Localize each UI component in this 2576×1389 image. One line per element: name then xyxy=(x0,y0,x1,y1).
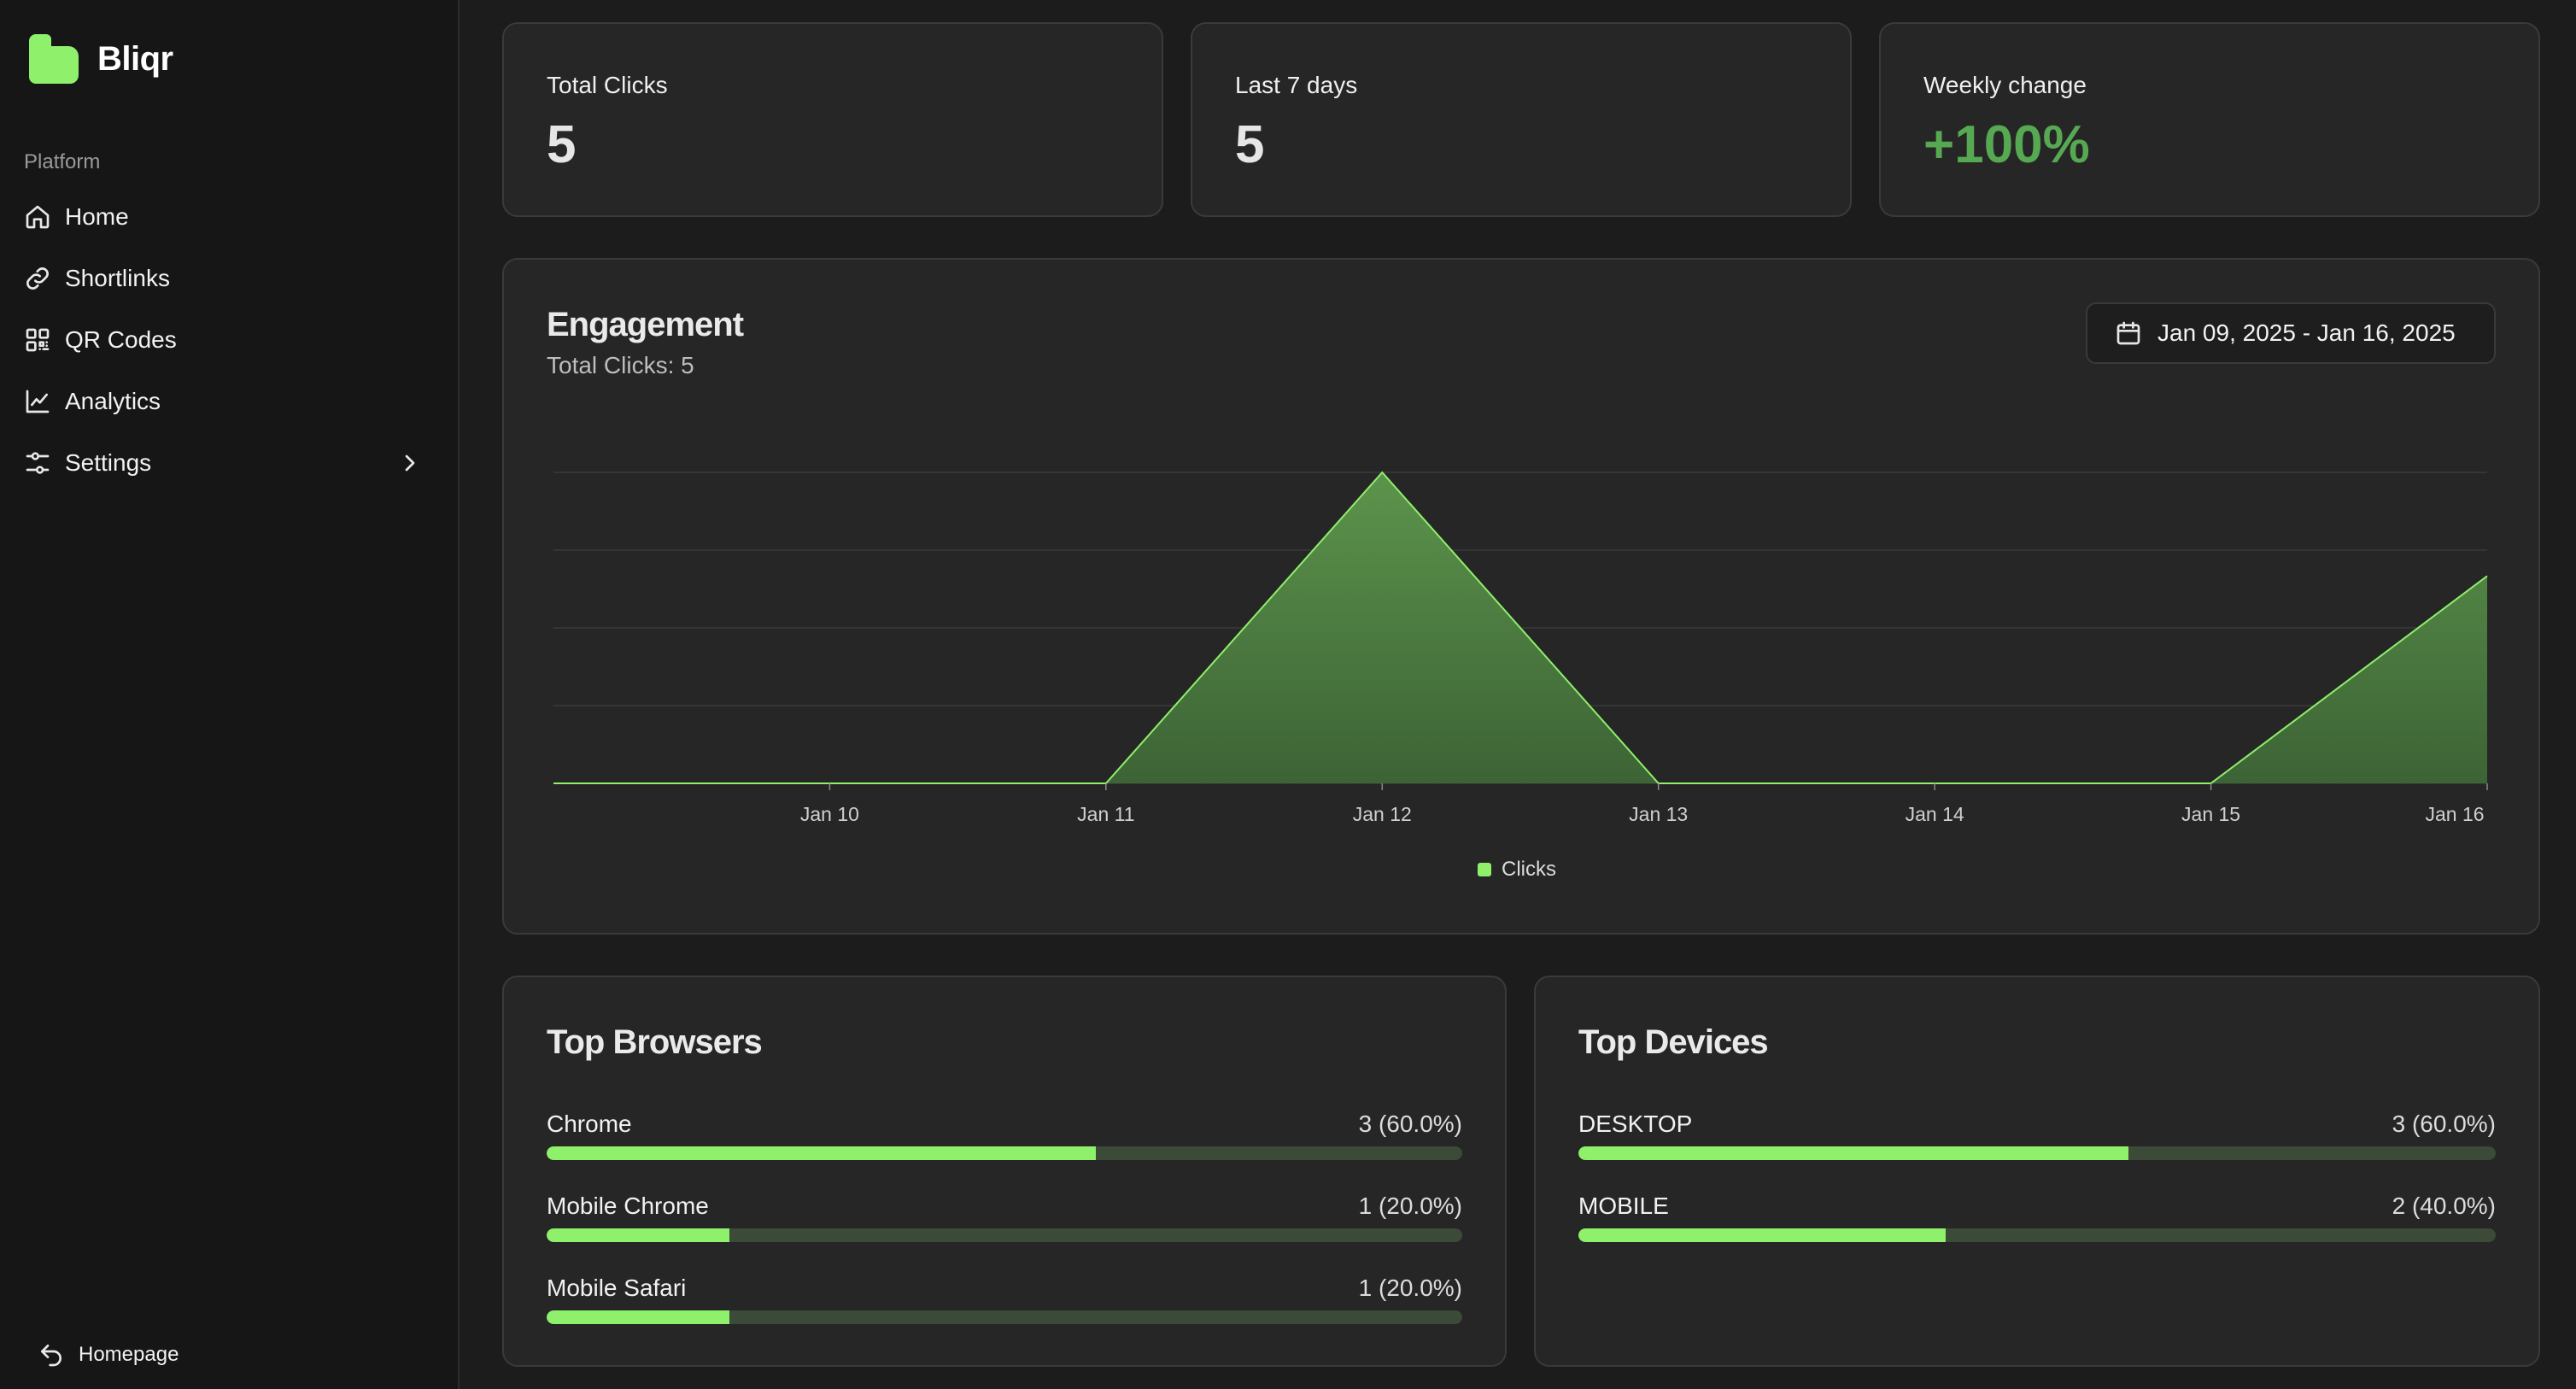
stat-value: 5 xyxy=(1235,115,1265,174)
progress-fill xyxy=(547,1310,730,1324)
sidebar-item-label: Settings xyxy=(65,449,152,476)
top-browsers-title: Top Browsers xyxy=(547,1023,763,1061)
engagement-title: Engagement xyxy=(547,306,744,343)
sidebar: Bliqr Platform Home Shortlinks QR Codes xyxy=(0,0,460,1389)
sidebar-item-analytics[interactable]: Analytics xyxy=(0,371,458,432)
browser-stat: 3 (60.0%) xyxy=(1358,1111,1462,1137)
device-stat: 3 (60.0%) xyxy=(2392,1111,2496,1137)
sidebar-item-label: Analytics xyxy=(65,388,161,414)
progress-fill xyxy=(547,1228,730,1242)
brand[interactable]: Bliqr xyxy=(27,32,173,85)
stat-label: Last 7 days xyxy=(1235,72,1358,98)
homepage-label: Homepage xyxy=(79,1343,179,1366)
progress-track xyxy=(1578,1228,2496,1242)
sidebar-section-label: Platform xyxy=(24,150,101,173)
link-icon xyxy=(26,267,49,290)
stat-value: +100% xyxy=(1923,115,2090,174)
sidebar-item-settings[interactable]: Settings xyxy=(0,432,458,494)
homepage-link[interactable]: Homepage xyxy=(38,1341,179,1368)
chart-legend: Clicks xyxy=(1478,858,1556,882)
list-item: Mobile Safari 1 (20.0%) xyxy=(547,1275,1462,1326)
progress-fill xyxy=(1578,1146,2129,1160)
stat-label: Total Clicks xyxy=(547,72,668,98)
sidebar-item-qr-codes[interactable]: QR Codes xyxy=(0,309,458,371)
sidebar-item-shortlinks[interactable]: Shortlinks xyxy=(0,248,458,309)
list-item: MOBILE 2 (40.0%) xyxy=(1578,1193,2496,1244)
sidebar-item-home[interactable]: Home xyxy=(0,186,458,248)
qr-code-icon xyxy=(26,328,50,352)
legend-label: Clicks xyxy=(1502,858,1556,881)
calendar-icon xyxy=(2116,321,2140,345)
chart-line-icon xyxy=(26,390,50,413)
stat-card-total-clicks: Total Clicks 5 xyxy=(502,22,1163,217)
browser-name: Mobile Safari xyxy=(547,1275,687,1301)
top-browsers-card: Top Browsers Chrome 3 (60.0%) Mobile Chr… xyxy=(502,976,1507,1367)
brand-name: Bliqr xyxy=(97,39,173,78)
list-item: Chrome 3 (60.0%) xyxy=(547,1111,1462,1162)
progress-fill xyxy=(547,1146,1097,1160)
stat-value: 5 xyxy=(547,115,577,174)
browser-name: Chrome xyxy=(547,1111,632,1137)
bliqr-logo-icon xyxy=(29,34,79,84)
undo-arrow-icon xyxy=(41,1345,61,1367)
sidebar-item-label: Shortlinks xyxy=(65,265,170,291)
sidebar-item-label: Home xyxy=(65,203,129,230)
top-devices-card: Top Devices DESKTOP 3 (60.0%) MOBILE 2 (… xyxy=(1534,976,2540,1367)
progress-track xyxy=(547,1228,1462,1242)
date-range-picker-button[interactable]: Jan 09, 2025 - Jan 16, 2025 xyxy=(2086,302,2496,364)
progress-track xyxy=(547,1146,1462,1160)
top-devices-title: Top Devices xyxy=(1578,1023,1769,1061)
engagement-card: Engagement Total Clicks: 5 Jan 09, 2025 … xyxy=(502,258,2540,935)
stat-label: Weekly change xyxy=(1923,72,2087,98)
browser-name: Mobile Chrome xyxy=(547,1193,709,1219)
home-icon xyxy=(26,205,50,229)
device-stat: 2 (40.0%) xyxy=(2392,1193,2496,1219)
progress-fill xyxy=(1578,1228,1946,1242)
device-name: DESKTOP xyxy=(1578,1111,1693,1137)
list-item: Mobile Chrome 1 (20.0%) xyxy=(547,1193,1462,1244)
stat-card-last-7-days: Last 7 days 5 xyxy=(1191,22,1852,217)
browser-stat: 1 (20.0%) xyxy=(1358,1193,1462,1219)
date-range-text: Jan 09, 2025 - Jan 16, 2025 xyxy=(2157,319,2456,346)
legend-swatch xyxy=(1478,863,1491,876)
list-item: DESKTOP 3 (60.0%) xyxy=(1578,1111,2496,1162)
browser-stat: 1 (20.0%) xyxy=(1358,1275,1462,1301)
stat-card-weekly-change: Weekly change +100% xyxy=(1879,22,2540,217)
settings-icon xyxy=(26,452,50,474)
engagement-subtitle: Total Clicks: 5 xyxy=(547,352,694,378)
sidebar-item-label: QR Codes xyxy=(65,326,177,353)
chevron-right-icon xyxy=(405,454,415,472)
progress-track xyxy=(1578,1146,2496,1160)
sidebar-nav: Home Shortlinks QR Codes Analytics xyxy=(0,186,458,494)
progress-track xyxy=(547,1310,1462,1324)
device-name: MOBILE xyxy=(1578,1193,1669,1219)
